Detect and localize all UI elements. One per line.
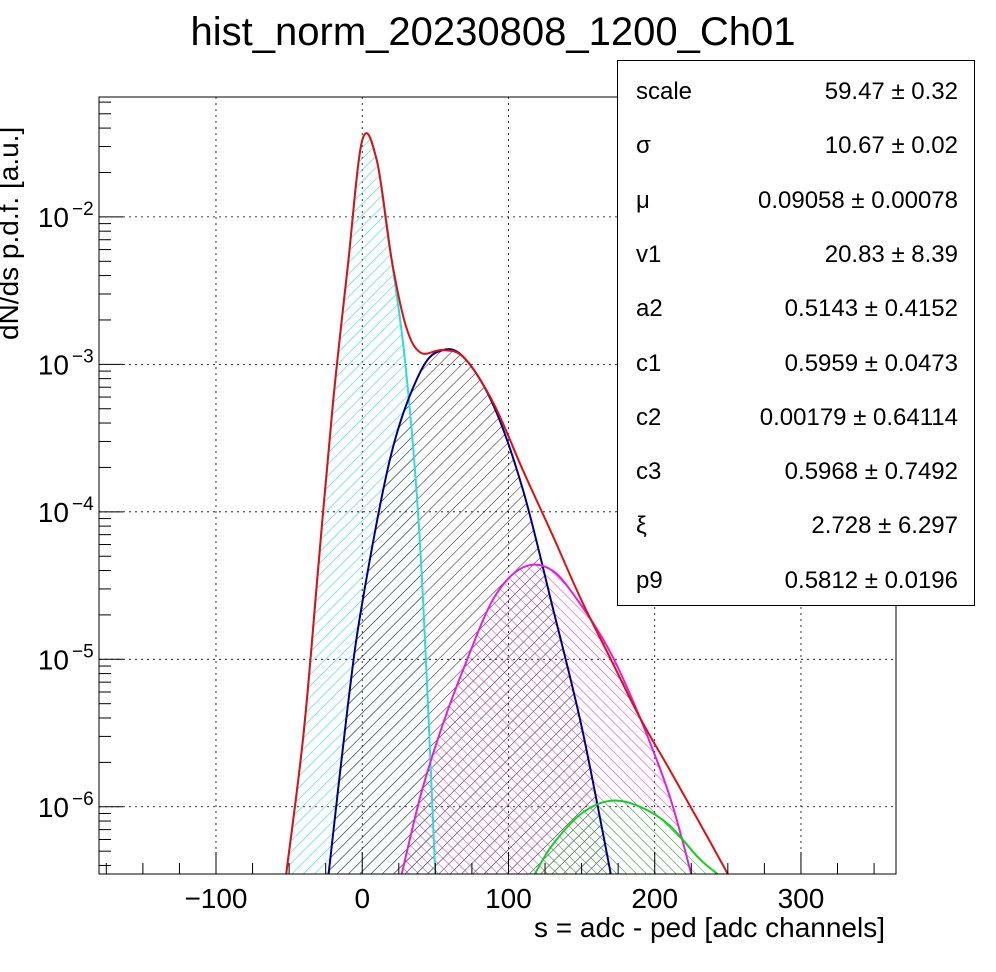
y-tick-label: 10 [38, 202, 69, 233]
y-tick-exponent: −3 [72, 346, 94, 367]
x-axis-label: s = adc - ped [adc channels] [534, 912, 885, 943]
series-curve-2 [400, 563, 693, 874]
stat-name: scale [636, 78, 693, 105]
series-fill-3 [534, 800, 718, 874]
y-tick-exponent: −6 [72, 789, 94, 810]
stat-value: 0.5959 ± 0.0473 [784, 349, 958, 377]
stat-name: ξ [636, 512, 647, 540]
stat-row: v1 20.83 ± 8.39 [618, 241, 974, 271]
y-tick-label: 10 [38, 792, 69, 823]
stat-row: ξ 2.728 ± 6.297 [618, 512, 974, 542]
stat-row: c1 0.5959 ± 0.0473 [618, 350, 974, 380]
stat-value: 0.00179 ± 0.64114 [759, 403, 958, 431]
stat-row: c2 0.00179 ± 0.64114 [618, 404, 974, 434]
x-tick-label: 200 [631, 883, 678, 914]
stat-row: p9 0.5812 ± 0.0196 [618, 567, 974, 597]
stat-row: c3 0.5968 ± 0.7492 [618, 458, 974, 488]
stat-name: p9 [636, 566, 663, 594]
x-tick-label: 300 [778, 883, 825, 914]
stat-value: 0.09058 ± 0.00078 [757, 186, 958, 214]
y-tick-label: 10 [38, 644, 69, 675]
stat-value: 20.83 ± 8.39 [824, 240, 958, 268]
x-tick-label: −100 [184, 883, 247, 914]
stat-value: 59.47 ± 0.32 [824, 78, 958, 105]
y-tick-label: 10 [38, 349, 69, 380]
stat-value: 0.5812 ± 0.0196 [784, 566, 958, 594]
stat-value: 10.67 ± 0.02 [824, 132, 958, 160]
stat-name: σ [636, 132, 651, 160]
series-curve-4 [285, 132, 729, 874]
stat-row: μ 0.09058 ± 0.00078 [618, 187, 974, 217]
y-axis-label: dN/ds p.d.f. [a.u.] [0, 127, 24, 340]
stat-value: 0.5968 ± 0.7492 [784, 458, 958, 486]
stat-name: μ [636, 186, 650, 214]
stat-row: a2 0.5143 ± 0.4152 [618, 295, 974, 325]
stat-name: v1 [636, 240, 662, 268]
stat-name: a2 [636, 295, 663, 323]
fit-stats-box: scale 59.47 ± 0.32 σ 10.67 ± 0.02 μ 0.09058 ±… [617, 60, 975, 606]
y-tick-exponent: −4 [72, 494, 94, 515]
grid-lines [99, 97, 896, 874]
series-curve-3 [533, 799, 719, 874]
y-tick-exponent: −5 [72, 641, 94, 662]
y-tick-label: 10 [38, 497, 69, 528]
stat-row: σ 10.67 ± 0.02 [618, 132, 974, 162]
stat-row: scale 59.47 ± 0.32 [618, 78, 974, 108]
stat-name: c3 [636, 458, 662, 486]
x-tick-label: 0 [354, 883, 370, 914]
series-curve-1 [327, 348, 612, 874]
stat-value: 0.5143 ± 0.4152 [784, 295, 958, 323]
y-tick-exponent: −2 [72, 199, 94, 220]
stat-name: c1 [636, 349, 662, 377]
chart-title: hist_norm_20230808_1200_Ch01 [190, 10, 796, 54]
x-tick-label: 100 [485, 883, 532, 914]
stat-name: c2 [636, 403, 662, 431]
stat-value: 2.728 ± 6.297 [811, 512, 958, 540]
